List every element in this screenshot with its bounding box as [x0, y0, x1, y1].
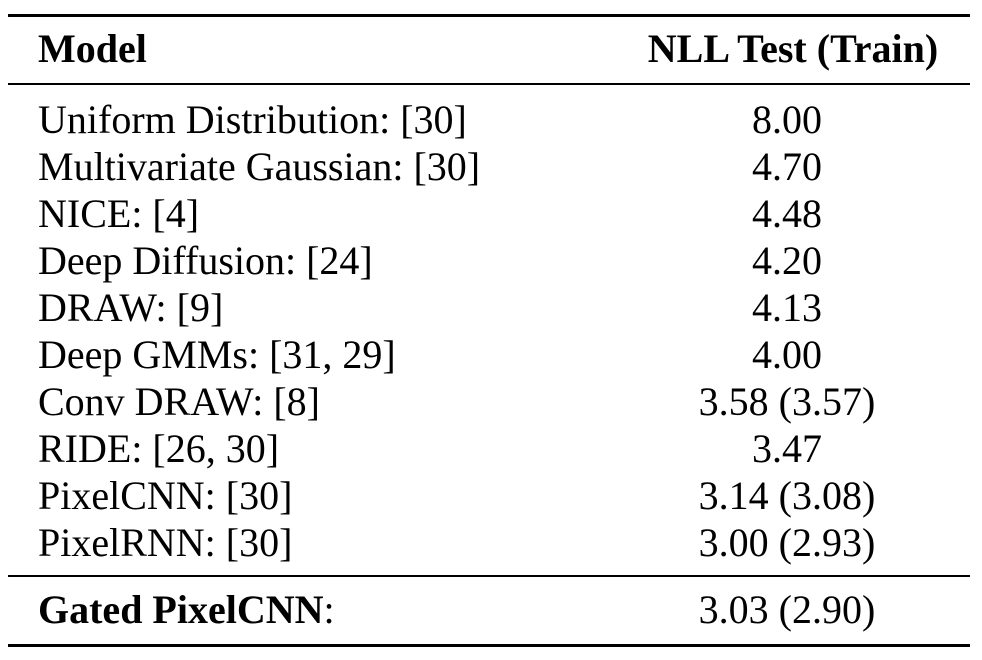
model-name: PixelRNN: [30]	[38, 520, 293, 565]
table-row: Uniform Distribution: [30] 8.00	[8, 96, 970, 144]
nll-value: 8.00	[752, 97, 822, 142]
model-name: PixelCNN: [30]	[38, 473, 293, 518]
nll-value: 4.70	[752, 144, 822, 189]
model-name: DRAW: [9]	[38, 285, 224, 330]
table-bottom-rule	[8, 644, 970, 647]
model-name: NICE: [4]	[38, 191, 200, 236]
nll-value: 4.20	[752, 238, 822, 283]
nll-value: 4.00	[752, 332, 822, 377]
model-name: Deep GMMs: [31, 29]	[38, 332, 396, 377]
table-header-row: Model NLL Test (Train)	[8, 25, 970, 73]
model-name: Conv DRAW: [8]	[38, 379, 320, 424]
table-separator-rule	[8, 575, 970, 577]
model-name: RIDE: [26, 30]	[38, 426, 280, 471]
nll-value: 4.48	[752, 191, 822, 236]
table-row-gated-pixelcnn: Gated PixelCNN: 3.03 (2.90)	[8, 586, 970, 634]
nll-value: 4.13	[752, 285, 822, 330]
table-row: Multivariate Gaussian: [30] 4.70	[8, 143, 970, 191]
model-name: Deep Diffusion: [24]	[38, 238, 373, 283]
table-header-rule	[8, 83, 970, 85]
final-model-suffix: :	[323, 587, 335, 632]
model-name: Uniform Distribution: [30]	[38, 97, 467, 142]
model-name: Multivariate Gaussian: [30]	[38, 144, 481, 189]
table-row: Conv DRAW: [8] 3.58 (3.57)	[8, 378, 970, 426]
nll-value: 3.14 (3.08)	[698, 473, 876, 518]
nll-value: 3.47	[752, 426, 822, 471]
table-row: Deep GMMs: [31, 29] 4.00	[8, 331, 970, 379]
nll-value: 3.00 (2.93)	[698, 520, 876, 565]
final-model-cell: Gated PixelCNN:	[38, 586, 335, 634]
table-row: NICE: [4] 4.48	[8, 190, 970, 238]
table-row: RIDE: [26, 30] 3.47	[8, 425, 970, 473]
final-model-name: Gated PixelCNN	[38, 587, 324, 632]
table-row: PixelCNN: [30] 3.14 (3.08)	[8, 472, 970, 520]
table-row: Deep Diffusion: [24] 4.20	[8, 237, 970, 285]
nll-value: 3.58 (3.57)	[698, 379, 876, 424]
table-row: DRAW: [9] 4.13	[8, 284, 970, 332]
table-row: PixelRNN: [30] 3.00 (2.93)	[8, 519, 970, 567]
header-nll: NLL Test (Train)	[647, 26, 939, 71]
table-top-rule	[8, 14, 970, 17]
header-model: Model	[38, 26, 147, 71]
final-nll-value: 3.03 (2.90)	[698, 587, 876, 632]
